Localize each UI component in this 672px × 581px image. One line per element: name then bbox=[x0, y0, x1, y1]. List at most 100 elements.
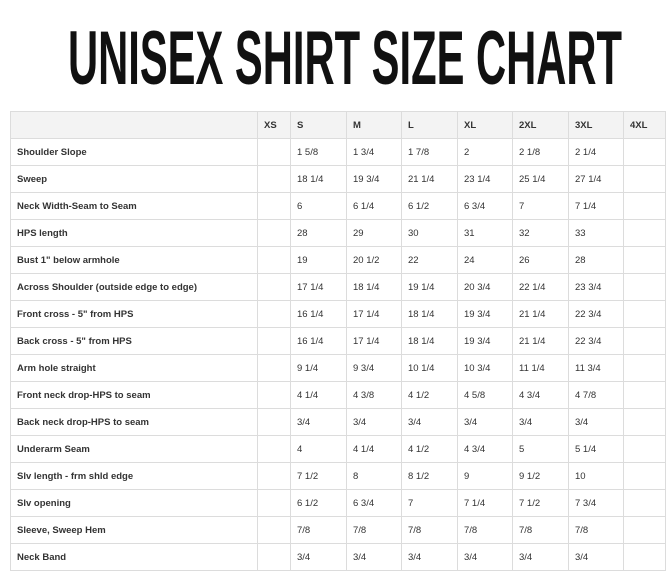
header-cell-size: S bbox=[290, 111, 347, 139]
row-label: Arm hole straight bbox=[10, 354, 258, 382]
measurement-cell: 7 bbox=[401, 489, 458, 517]
measurement-cell: 5 bbox=[512, 435, 569, 463]
row-label: Neck Band bbox=[10, 543, 258, 571]
table-row: Sweep 18 1/4 19 3/4 21 1/4 23 1/4 25 1/4 27 1/… bbox=[10, 165, 666, 193]
measurement-cell: 4 1/2 bbox=[401, 381, 458, 409]
header-cell-size: 3XL bbox=[568, 111, 624, 139]
measurement-cell: 21 1/4 bbox=[512, 327, 569, 355]
measurement-cell bbox=[623, 192, 666, 220]
measurement-cell: 17 1/4 bbox=[346, 327, 402, 355]
measurement-cell: 4 1/2 bbox=[401, 435, 458, 463]
measurement-cell bbox=[623, 246, 666, 274]
measurement-cell: 7 bbox=[512, 192, 569, 220]
measurement-cell: 3/4 bbox=[401, 543, 458, 571]
measurement-cell: 4 3/8 bbox=[346, 381, 402, 409]
measurement-cell: 6 1/2 bbox=[401, 192, 458, 220]
measurement-cell: 11 1/4 bbox=[512, 354, 569, 382]
measurement-cell bbox=[257, 489, 291, 517]
measurement-cell: 3/4 bbox=[346, 408, 402, 436]
measurement-cell bbox=[257, 273, 291, 301]
measurement-cell bbox=[257, 462, 291, 490]
measurement-cell: 9 3/4 bbox=[346, 354, 402, 382]
measurement-cell: 20 1/2 bbox=[346, 246, 402, 274]
measurement-cell: 3/4 bbox=[457, 408, 513, 436]
measurement-cell: 7 3/4 bbox=[568, 489, 624, 517]
measurement-cell: 4 1/4 bbox=[346, 435, 402, 463]
row-label: Bust 1" below armhole bbox=[10, 246, 258, 274]
measurement-cell: 22 1/4 bbox=[512, 273, 569, 301]
measurement-cell bbox=[623, 165, 666, 193]
measurement-cell bbox=[623, 219, 666, 247]
measurement-cell bbox=[257, 408, 291, 436]
measurement-cell: 7/8 bbox=[401, 516, 458, 544]
table-row: HPS length 28 29 30 31 32 33 bbox=[10, 219, 666, 247]
measurement-cell: 8 1/2 bbox=[401, 462, 458, 490]
row-label: Sweep bbox=[10, 165, 258, 193]
measurement-cell: 1 3/4 bbox=[346, 138, 402, 166]
table-row: Bust 1" below armhole 19 20 1/2 22 24 26 28 bbox=[10, 246, 666, 274]
measurement-cell: 7/8 bbox=[568, 516, 624, 544]
measurement-cell: 9 bbox=[457, 462, 513, 490]
header-cell-size: XL bbox=[457, 111, 513, 139]
measurement-cell: 3/4 bbox=[401, 408, 458, 436]
measurement-cell: 3/4 bbox=[290, 408, 347, 436]
table-row: Back cross - 5" from HPS 16 1/4 17 1/4 18 1… bbox=[10, 327, 666, 355]
measurement-cell: 26 bbox=[512, 246, 569, 274]
measurement-cell: 27 1/4 bbox=[568, 165, 624, 193]
measurement-cell: 32 bbox=[512, 219, 569, 247]
row-label: HPS length bbox=[10, 219, 258, 247]
table-row: Sleeve, Sweep Hem 7/8 7/8 7/8 7/8 7/8 7/8 bbox=[10, 516, 666, 544]
row-label: Neck Width-Seam to Seam bbox=[10, 192, 258, 220]
measurement-cell bbox=[257, 300, 291, 328]
measurement-cell: 10 1/4 bbox=[401, 354, 458, 382]
measurement-cell bbox=[623, 273, 666, 301]
measurement-cell: 17 1/4 bbox=[346, 300, 402, 328]
measurement-cell: 19 3/4 bbox=[457, 327, 513, 355]
header-cell-size: 2XL bbox=[512, 111, 569, 139]
measurement-cell: 6 3/4 bbox=[457, 192, 513, 220]
measurement-cell: 10 bbox=[568, 462, 624, 490]
measurement-cell: 7/8 bbox=[457, 516, 513, 544]
header-cell-size: 4XL bbox=[623, 111, 666, 139]
measurement-cell: 8 bbox=[346, 462, 402, 490]
measurement-cell: 23 1/4 bbox=[457, 165, 513, 193]
measurement-cell: 2 bbox=[457, 138, 513, 166]
measurement-cell: 17 1/4 bbox=[290, 273, 347, 301]
measurement-cell: 19 3/4 bbox=[457, 300, 513, 328]
measurement-cell bbox=[623, 462, 666, 490]
measurement-cell bbox=[623, 327, 666, 355]
measurement-cell: 24 bbox=[457, 246, 513, 274]
page-title: UNISEX SHIRT SIZE CHART bbox=[68, 16, 622, 100]
measurement-cell: 11 3/4 bbox=[568, 354, 624, 382]
measurement-cell: 23 3/4 bbox=[568, 273, 624, 301]
measurement-cell: 1 5/8 bbox=[290, 138, 347, 166]
row-label: Underarm Seam bbox=[10, 435, 258, 463]
measurement-cell: 7/8 bbox=[346, 516, 402, 544]
measurement-cell bbox=[257, 354, 291, 382]
row-label: Back neck drop-HPS to seam bbox=[10, 408, 258, 436]
measurement-cell bbox=[623, 516, 666, 544]
measurement-cell: 4 5/8 bbox=[457, 381, 513, 409]
measurement-cell bbox=[623, 138, 666, 166]
measurement-cell: 3/4 bbox=[568, 543, 624, 571]
header-cell-label bbox=[10, 111, 258, 139]
measurement-cell: 19 bbox=[290, 246, 347, 274]
table-row: Neck Width-Seam to Seam 6 6 1/4 6 1/2 6 3/4 7… bbox=[10, 192, 666, 220]
measurement-cell: 3/4 bbox=[512, 408, 569, 436]
measurement-cell: 18 1/4 bbox=[346, 273, 402, 301]
table-row: Underarm Seam 4 4 1/4 4 1/2 4 3/4 5 5 1/4 bbox=[10, 435, 666, 463]
measurement-cell: 6 bbox=[290, 192, 347, 220]
measurement-cell bbox=[257, 138, 291, 166]
measurement-cell: 6 1/4 bbox=[346, 192, 402, 220]
row-label: Back cross - 5" from HPS bbox=[10, 327, 258, 355]
measurement-cell: 22 bbox=[401, 246, 458, 274]
measurement-cell: 29 bbox=[346, 219, 402, 247]
measurement-cell: 3/4 bbox=[290, 543, 347, 571]
measurement-cell: 7 1/2 bbox=[512, 489, 569, 517]
table-row: Slv opening 6 1/2 6 3/4 7 7 1/4 7 1/2 7 3/4 bbox=[10, 489, 666, 517]
measurement-cell bbox=[623, 543, 666, 571]
measurement-cell: 1 7/8 bbox=[401, 138, 458, 166]
measurement-cell: 21 1/4 bbox=[512, 300, 569, 328]
measurement-cell: 25 1/4 bbox=[512, 165, 569, 193]
table-row: Across Shoulder (outside edge to edge) 17… bbox=[10, 273, 666, 301]
